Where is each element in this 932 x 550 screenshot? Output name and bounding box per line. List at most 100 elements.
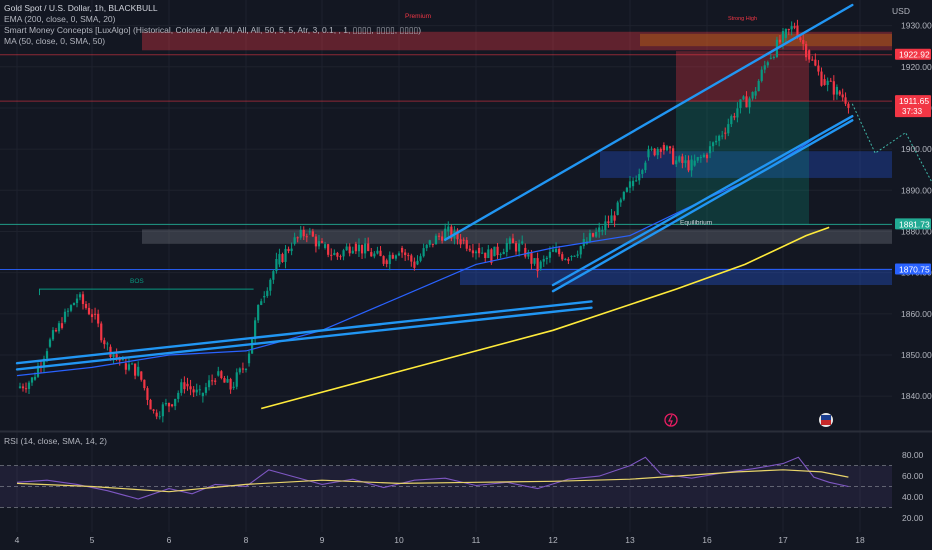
time-axis-tick: 10 bbox=[394, 535, 404, 545]
candle-body bbox=[564, 258, 567, 260]
candle-body bbox=[437, 235, 441, 237]
candle-body bbox=[665, 146, 669, 151]
candle-body bbox=[24, 388, 28, 390]
candle-body bbox=[751, 92, 754, 99]
candle-body bbox=[684, 160, 687, 163]
candle-body bbox=[675, 160, 678, 165]
time-axis-tick: 8 bbox=[244, 535, 249, 545]
candle-body bbox=[170, 404, 174, 407]
candle-body bbox=[367, 243, 370, 252]
candle-body bbox=[308, 231, 311, 233]
candle-body bbox=[211, 380, 214, 382]
candle-body bbox=[820, 71, 823, 86]
candle-body bbox=[465, 240, 468, 249]
candle-body bbox=[250, 339, 254, 354]
candle-body bbox=[180, 382, 183, 393]
candle-body bbox=[275, 258, 278, 272]
candle-body bbox=[127, 364, 131, 370]
candle-body bbox=[742, 96, 745, 100]
candle-body bbox=[284, 248, 287, 262]
candle-body bbox=[431, 243, 434, 245]
candle-body bbox=[462, 239, 465, 241]
premium-label: Premium bbox=[405, 13, 431, 20]
candle-body bbox=[613, 215, 616, 221]
candle-body bbox=[799, 37, 802, 41]
trend-line bbox=[551, 119, 854, 293]
candle-body bbox=[299, 229, 302, 238]
candle-body bbox=[616, 202, 619, 215]
price-tag bbox=[895, 95, 931, 118]
candle-body bbox=[241, 368, 245, 370]
candle-body bbox=[152, 409, 155, 411]
candle-body bbox=[354, 243, 357, 252]
candle-body bbox=[595, 232, 598, 237]
candle-body bbox=[351, 250, 354, 254]
candle-body bbox=[721, 135, 724, 137]
candle-body bbox=[134, 363, 137, 376]
candle-body bbox=[158, 416, 161, 418]
candle-body bbox=[641, 170, 644, 175]
candle-body bbox=[672, 148, 675, 165]
candle-body bbox=[247, 353, 251, 364]
candle-body bbox=[293, 237, 296, 244]
candle-body bbox=[385, 260, 388, 265]
ema-200-line bbox=[260, 226, 830, 410]
candle-body bbox=[336, 252, 339, 257]
candle-body bbox=[195, 389, 198, 393]
candle-body bbox=[598, 227, 601, 233]
candle-body bbox=[650, 148, 653, 150]
candle-body bbox=[400, 247, 404, 253]
candle-body bbox=[625, 187, 629, 192]
candle-body bbox=[474, 251, 478, 254]
candle-body bbox=[323, 244, 327, 248]
candle-body bbox=[829, 80, 832, 82]
rsi-legend[interactable]: RSI (14, close, SMA, 14, 2) bbox=[4, 436, 107, 446]
candle-body bbox=[635, 180, 638, 182]
candle-body bbox=[124, 363, 127, 370]
symbol-title[interactable]: Gold Spot / U.S. Dollar, 1h, BLACKBULL bbox=[4, 3, 158, 13]
smc-legend[interactable]: Smart Money Concepts [LuxAlgo] (Historic… bbox=[4, 25, 422, 35]
price-axis-tick: 1920.00 bbox=[901, 62, 932, 72]
candle-body bbox=[220, 371, 223, 379]
time-axis-tick: 4 bbox=[15, 535, 20, 545]
candle-body bbox=[687, 160, 690, 171]
strong-high-label: Strong High bbox=[728, 16, 757, 22]
candle-body bbox=[192, 389, 195, 393]
candle-body bbox=[320, 241, 324, 243]
candle-body bbox=[784, 29, 787, 38]
rsi-axis-tick: 60.00 bbox=[902, 471, 924, 481]
time-axis-tick: 12 bbox=[548, 535, 558, 545]
candle-body bbox=[167, 403, 171, 407]
candle-body bbox=[342, 250, 345, 257]
candle-body bbox=[841, 94, 844, 98]
candle-body bbox=[404, 252, 407, 256]
candle-body bbox=[718, 135, 721, 141]
candle-body bbox=[607, 221, 610, 224]
candle-body bbox=[573, 255, 576, 257]
discount-zone bbox=[460, 268, 892, 285]
candle-body bbox=[739, 99, 742, 108]
candle-body bbox=[30, 377, 34, 383]
candle-body bbox=[493, 246, 496, 257]
candle-body bbox=[57, 323, 61, 332]
candle-body bbox=[21, 386, 25, 389]
candle-body bbox=[115, 354, 118, 358]
candle-body bbox=[229, 379, 232, 390]
candle-body bbox=[554, 248, 558, 253]
candle-body bbox=[745, 96, 748, 108]
candle-body bbox=[844, 97, 847, 104]
candle-body bbox=[66, 310, 70, 312]
candle-body bbox=[787, 29, 790, 31]
price-tag bbox=[895, 263, 931, 275]
candle-body bbox=[198, 389, 201, 391]
candle-body bbox=[702, 154, 706, 158]
ema-legend[interactable]: EMA (200, close, 0, SMA, 20) bbox=[4, 14, 116, 24]
candle-body bbox=[567, 258, 570, 261]
candle-body bbox=[425, 244, 428, 249]
candle-body bbox=[705, 154, 709, 159]
candle-body bbox=[542, 259, 545, 262]
candle-body bbox=[416, 260, 419, 265]
ma-legend[interactable]: MA (50, close, 0, SMA, 50) bbox=[4, 36, 106, 46]
candle-body bbox=[75, 298, 79, 303]
